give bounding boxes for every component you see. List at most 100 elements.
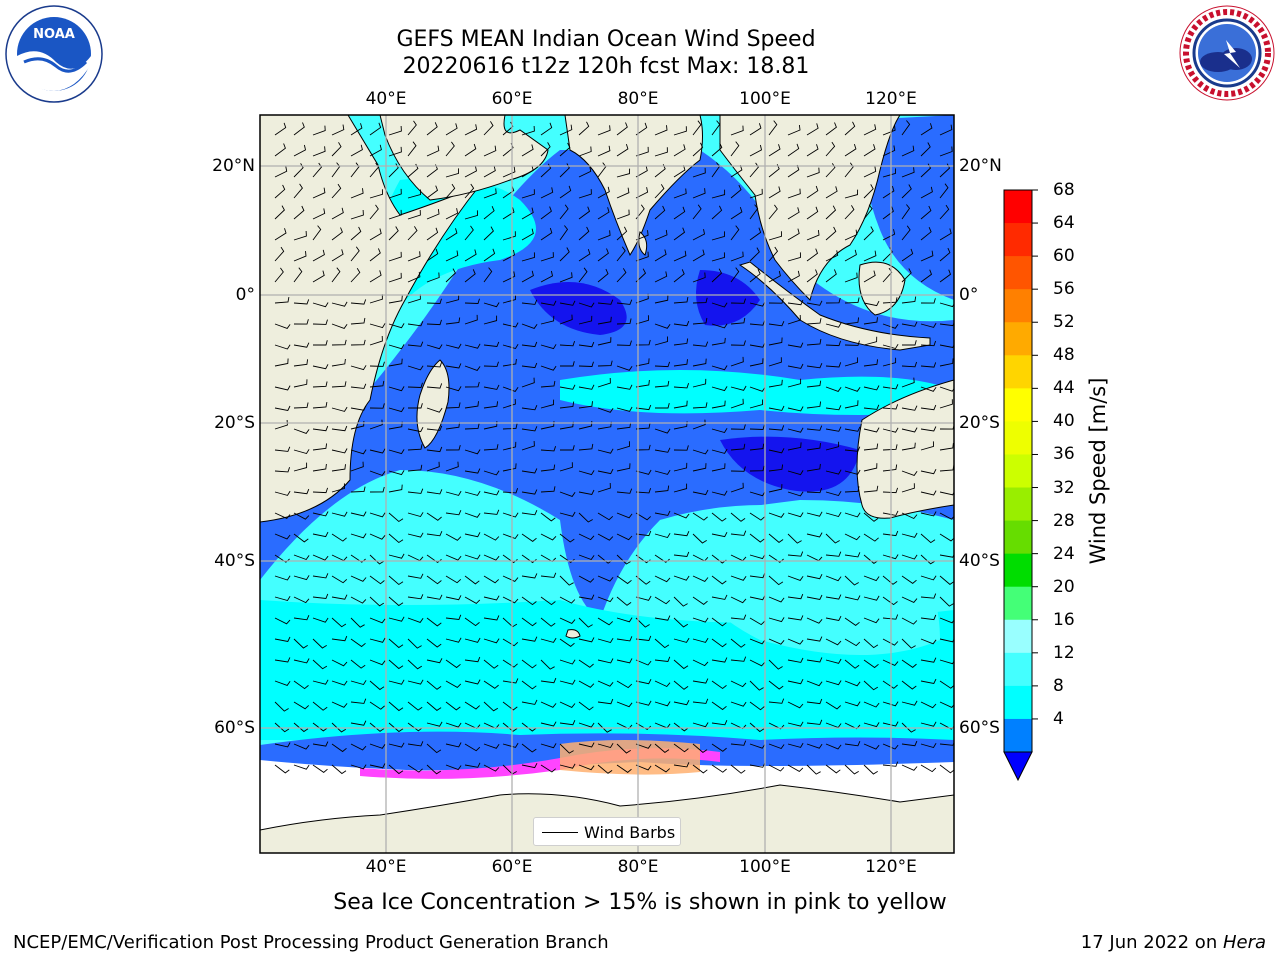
wind-barb: [806, 443, 821, 451]
wind-barb: [597, 207, 610, 220]
wind-barb: [844, 701, 861, 707]
wind-barb: [863, 300, 880, 307]
wind-barb: [578, 206, 591, 220]
wind-barb: [426, 425, 443, 431]
wind-barb: [350, 405, 367, 411]
wind-barb: [407, 532, 424, 538]
wind-barb: [730, 398, 744, 409]
wind-barb: [312, 270, 325, 283]
wind-barb: [350, 226, 362, 241]
wind-barb: [274, 722, 290, 733]
colorbar-swatch: [1004, 487, 1032, 522]
wind-barb: [445, 659, 461, 669]
wind-barb: [502, 322, 519, 328]
wind-core-dark-2: [696, 270, 760, 326]
wind-barb: [692, 698, 709, 704]
wind-barb: [730, 206, 743, 220]
wind-barb: [825, 490, 842, 497]
wind-barb: [749, 386, 766, 392]
wind-barb: [426, 145, 440, 157]
wind-barb: [521, 341, 538, 348]
wind-barb: [597, 575, 614, 582]
wind-barb: [635, 512, 652, 521]
wind-barb: [654, 532, 671, 539]
wind-barb: [445, 490, 462, 496]
wind-barb: [901, 442, 916, 451]
wind-barb: [426, 362, 443, 368]
wind-barb: [787, 551, 804, 557]
wind-barb: [673, 617, 689, 628]
wind-barb: [749, 144, 763, 157]
wind-barb: [882, 404, 899, 410]
wind-barb: [806, 698, 823, 705]
wind-barb: [825, 594, 842, 600]
wind-barb: [559, 401, 575, 409]
wind-barb: [692, 358, 707, 367]
wind-barb: [616, 340, 632, 346]
wind-barb: [616, 743, 631, 754]
wind-barb: [730, 317, 746, 325]
wind-barb: [920, 678, 937, 685]
wind-barb: [350, 554, 366, 563]
wind-barb: [692, 419, 706, 430]
wind-barb: [825, 469, 842, 475]
wind-barb: [578, 637, 595, 643]
wind-barb: [806, 425, 823, 431]
wind-barb: [863, 359, 879, 367]
wind-barb: [844, 552, 861, 558]
wind-barb: [616, 365, 633, 371]
wind-barb: [901, 659, 917, 668]
wind-barb: [483, 554, 500, 561]
wind-barb: [844, 426, 861, 432]
wind-barb: [825, 141, 836, 157]
wind-barb: [445, 363, 462, 369]
wind-barb: [825, 250, 839, 262]
wind-barb: [882, 701, 899, 707]
wind-barb: [388, 638, 404, 649]
wind-barb: [654, 361, 671, 368]
wind-barb: [502, 231, 516, 241]
lon-tick-bottom: 40°E: [365, 857, 407, 877]
wind-barb: [711, 617, 727, 627]
wind-barb: [673, 338, 689, 346]
wind-barb: [597, 680, 614, 687]
wind-barb: [692, 637, 709, 643]
wind-barb: [882, 343, 899, 350]
wind-barb: [844, 617, 860, 626]
wind-barb: [464, 468, 481, 474]
wind-barb: [939, 228, 952, 241]
wind-barb: [863, 485, 879, 493]
lon-tick-top: 80°E: [617, 89, 659, 109]
wind-barb: [711, 490, 728, 496]
wind-barb: [578, 659, 594, 668]
wind-barb: [350, 680, 367, 686]
wind-barb: [408, 403, 423, 409]
wind-barb: [597, 512, 614, 521]
wind-barb: [578, 617, 593, 628]
lon-tick-bottom: 60°E: [491, 857, 533, 877]
wind-barb: [578, 166, 592, 178]
wind-barb: [635, 635, 652, 641]
wind-barb: [844, 680, 861, 687]
wind-barb: [901, 268, 912, 283]
wind-barb: [521, 573, 538, 579]
wind-barb: [483, 145, 497, 157]
wind-barb: [635, 722, 652, 731]
wind-barb: [293, 428, 310, 434]
wind-barb: [920, 554, 936, 565]
wind-barb: [312, 554, 329, 561]
wind-barb: [673, 297, 689, 304]
wind-barb: [635, 444, 651, 451]
wind-barb: [293, 554, 310, 561]
wind-barb: [635, 659, 652, 666]
wind-barb: [692, 512, 708, 521]
wind-barb: [806, 511, 823, 517]
wind-barb: [787, 363, 804, 369]
wind-barb: [787, 491, 804, 497]
wind-barb: [635, 423, 651, 430]
wind-barb: [312, 319, 328, 325]
wind-barb: [331, 323, 348, 329]
lon-tick-bottom: 120°E: [865, 857, 917, 877]
wind-barb: [274, 680, 291, 686]
wind-barb: [787, 512, 804, 518]
